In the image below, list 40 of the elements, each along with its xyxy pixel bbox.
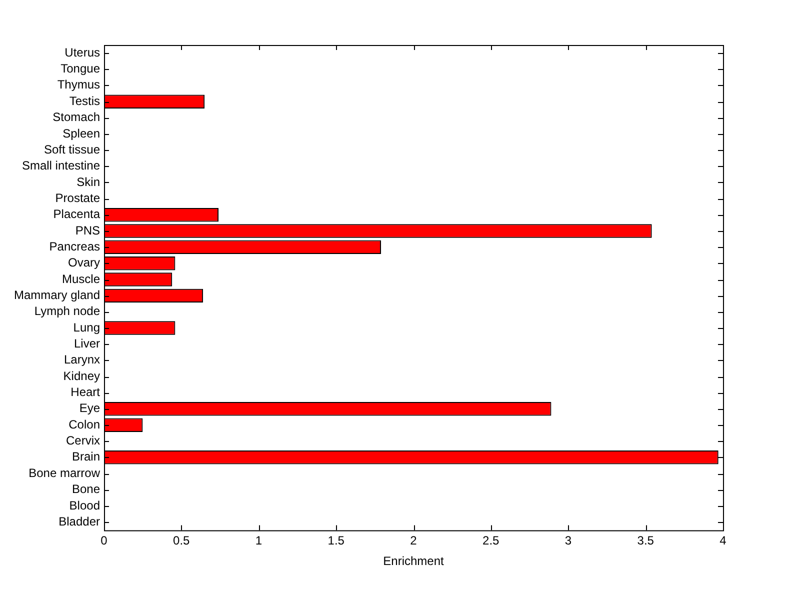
y-tick-label: Larynx — [64, 352, 100, 367]
x-tick-label: 0 — [100, 534, 108, 548]
y-tick-label: Ovary — [68, 256, 100, 270]
y-tick-label: Muscle — [62, 272, 100, 286]
x-tick-label: 1 — [255, 534, 262, 548]
y-tick-label: Cervix — [66, 434, 100, 448]
x-tick-label: 3.5 — [637, 534, 654, 548]
x-axis-title: Enrichment — [383, 554, 445, 568]
y-tick-label: PNS — [75, 223, 100, 238]
y-tick-label: Bone — [72, 482, 100, 496]
y-tick-label: Skin — [76, 174, 100, 189]
y-tick-label: Uterus — [64, 45, 100, 60]
y-tick-label: Pancreas — [49, 239, 100, 254]
y-tick-label: Liver — [74, 336, 100, 351]
y-tick-label: Tongue — [60, 62, 100, 76]
y-tick-label: Bone marrow — [28, 466, 100, 480]
y-tick-label: Kidney — [63, 368, 100, 383]
x-tick-label: 2.5 — [482, 534, 500, 548]
y-tick-label: Blood — [69, 498, 100, 512]
y-tick-label: Brain — [72, 450, 100, 464]
y-tick-label: Colon — [68, 417, 100, 432]
x-tick-label: 3 — [564, 534, 572, 548]
y-tick-label: Lung — [73, 320, 100, 334]
y-tick-label: Small intestine — [22, 158, 100, 173]
y-tick-label: Bladder — [58, 514, 100, 528]
y-tick-label: Lymph node — [34, 304, 100, 318]
y-tick-label: Testis — [69, 94, 100, 108]
y-tick-label: Prostate — [55, 190, 100, 205]
x-tick-label: 2 — [410, 534, 418, 548]
y-tick-label: Stomach — [52, 110, 100, 124]
y-tick-label: Placenta — [53, 207, 100, 222]
y-tick-label: Heart — [70, 385, 101, 400]
x-tick-label: 1.5 — [328, 534, 345, 548]
y-tick-label: Soft tissue — [44, 142, 100, 156]
x-tick-label: 0.5 — [173, 534, 190, 548]
y-tick-label: Eye — [79, 401, 100, 416]
x-tick-label: 4 — [720, 534, 727, 548]
y-tick-label: Spleen — [62, 126, 100, 140]
y-tick-label: Mammary gland — [14, 288, 100, 302]
y-tick-label: Thymus — [57, 78, 100, 92]
